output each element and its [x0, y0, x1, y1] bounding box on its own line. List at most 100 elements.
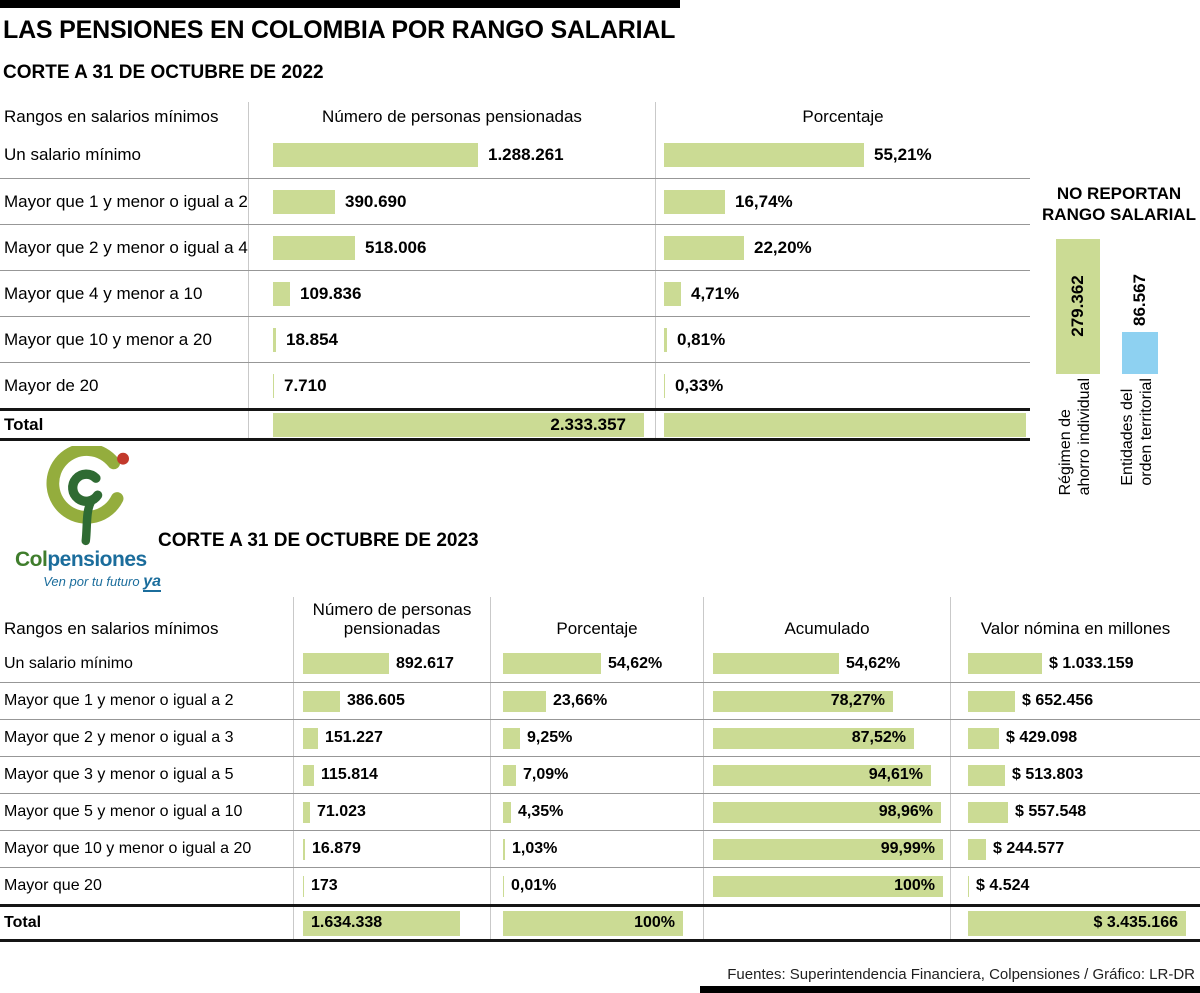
acumulado-bar: 99,99%: [713, 838, 943, 860]
header-porcentaje: Porcentaje: [655, 102, 1030, 132]
row-label: Mayor de 20: [4, 375, 99, 395]
personas-value: 18.854: [286, 329, 338, 349]
acumulado-cell: 100%: [703, 868, 950, 904]
porcentaje-value: 55,21%: [874, 145, 932, 164]
personas-bar: [273, 281, 290, 306]
table-2023: Rangos en salarios mínimos Número de per…: [0, 597, 1200, 942]
acumulado-bar: 87,52%: [713, 727, 914, 749]
acumulado-value: 98,96%: [878, 803, 933, 820]
personas-cell: 390.690: [248, 179, 655, 224]
valor-bar: [968, 838, 986, 860]
page-title: LAS PENSIONES EN COLOMBIA POR RANGO SALA…: [3, 16, 676, 44]
porcentaje-bar: [503, 875, 504, 897]
porcentaje-bar: [664, 327, 667, 352]
acumulado-value: 94,61%: [868, 766, 923, 783]
table-2023-header: Rangos en salarios mínimos Número de per…: [0, 597, 1200, 645]
header-porcentaje: Porcentaje: [490, 597, 703, 645]
row-label: Mayor que 10 y menor o igual a 20: [4, 840, 252, 857]
acumulado-value: 78,27%: [830, 692, 885, 709]
personas-bar: [273, 373, 274, 398]
porcentaje-value: 23,66%: [553, 692, 608, 709]
personas-value: 518.006: [365, 237, 427, 257]
porcentaje-total-value: 100%: [634, 914, 675, 931]
porcentaje-bar: [664, 281, 681, 306]
table-row: Un salario mínimo 892.617 54,62% 54,62% …: [0, 645, 1200, 682]
personas-cell: 18.854: [248, 317, 655, 362]
personas-value: 151.227: [325, 729, 383, 746]
acumulado-cell: 87,52%: [703, 720, 950, 756]
valor-value: $ 652.456: [1022, 692, 1094, 709]
table-2022: Rangos en salarios mínimos Número de per…: [0, 102, 1030, 441]
table-row: Mayor que 2 y menor o igual a 3 151.227 …: [0, 719, 1200, 756]
acumulado-bar: 100%: [713, 875, 943, 897]
porcentaje-cell: 7,09%: [490, 757, 703, 793]
table-row: Mayor de 20 7.710 0,33%: [0, 362, 1030, 408]
porcentaje-total-bar: 100%: [503, 910, 683, 936]
acumulado-cell: 99,99%: [703, 831, 950, 867]
valor-cell: $ 4.524: [950, 868, 1200, 904]
tagline-ya: ya: [143, 573, 161, 592]
brand-col: Col: [15, 548, 48, 571]
header-personas: Número de personas pensionadas: [248, 102, 655, 132]
personas-bar: [303, 838, 305, 860]
acumulado-bar: 78,27%: [713, 690, 893, 712]
brand-wordmark: Colpensiones: [15, 548, 165, 572]
personas-bar: [303, 764, 314, 786]
logo-red-dot: [117, 452, 129, 465]
personas-value: 892.617: [396, 654, 454, 672]
no-reportan-labels: Régimen de ahorro individual Entidades d…: [1040, 378, 1198, 542]
personas-value: 16.879: [312, 840, 361, 857]
personas-cell: 892.617: [293, 645, 490, 682]
no-reportan-panel: NO REPORTAN RANGO SALARIAL 279.362 86.56…: [1040, 183, 1198, 542]
porcentaje-value: 4,35%: [518, 803, 564, 820]
porcentaje-value: 0,81%: [677, 329, 726, 349]
row-label: Mayor que 3 y menor o igual a 5: [4, 766, 234, 783]
table-row: Mayor que 10 y menor o igual a 20 16.879…: [0, 830, 1200, 867]
acumulado-value: 99,99%: [880, 840, 935, 857]
row-label: Mayor que 1 y menor o igual a 2: [4, 191, 248, 211]
acumulado-value: 54,62%: [846, 654, 901, 672]
porcentaje-cell: 4,71%: [655, 271, 1030, 316]
header-rangos: Rangos en salarios mínimos: [4, 107, 219, 126]
regimen-ahorro-label: Régimen de ahorro individual: [1057, 377, 1094, 495]
porcentaje-total-cell: [655, 411, 1030, 438]
entidades-territorial-bar: [1122, 331, 1158, 374]
table-row: Mayor que 10 y menor a 20 18.854 0,81%: [0, 316, 1030, 362]
personas-bar: [273, 189, 335, 214]
table-row: Mayor que 1 y menor o igual a 2 386.605 …: [0, 682, 1200, 719]
header-personas: Número de personas pensionadas: [293, 597, 490, 645]
porcentaje-cell: 16,74%: [655, 179, 1030, 224]
personas-cell: 16.879: [293, 831, 490, 867]
personas-value: 71.023: [317, 803, 366, 820]
porcentaje-bar: [664, 373, 665, 398]
porcentaje-value: 54,62%: [608, 654, 663, 672]
source-credit: Fuentes: Superintendencia Financiera, Co…: [727, 966, 1195, 983]
porcentaje-value: 22,20%: [754, 237, 812, 257]
valor-bar: [968, 764, 1005, 786]
valor-value: $ 1.033.159: [1049, 654, 1134, 672]
valor-cell: $ 652.456: [950, 683, 1200, 719]
header-rangos: Rangos en salarios mínimos: [4, 619, 219, 639]
regimen-ahorro-bar: 279.362: [1056, 238, 1100, 374]
personas-value: 386.605: [347, 692, 405, 709]
porcentaje-value: 16,74%: [735, 191, 793, 211]
personas-total-bar: 1.634.338: [303, 910, 460, 936]
top-accent-bar: [0, 0, 680, 8]
porcentaje-value: 4,71%: [691, 283, 740, 303]
porcentaje-value: 0,01%: [511, 877, 557, 894]
personas-bar: [303, 875, 304, 897]
valor-cell: $ 557.548: [950, 794, 1200, 830]
row-label: Mayor que 2 y menor o igual a 3: [4, 729, 234, 746]
personas-total-cell: 1.634.338: [293, 907, 490, 939]
acumulado-cell: 54,62%: [703, 645, 950, 682]
porcentaje-cell: 54,62%: [490, 645, 703, 682]
table-2022-header: Rangos en salarios mínimos Número de per…: [0, 102, 1030, 132]
table-row: Un salario mínimo 1.288.261 55,21%: [0, 132, 1030, 178]
personas-value: 173: [311, 877, 338, 894]
porcentaje-cell: 0,81%: [655, 317, 1030, 362]
porcentaje-total-cell: 100%: [490, 907, 703, 939]
no-reportan-title: NO REPORTAN RANGO SALARIAL: [1042, 184, 1196, 225]
personas-bar: [303, 727, 318, 749]
personas-cell: 386.605: [293, 683, 490, 719]
header-valor: Valor nómina en millones: [950, 597, 1200, 645]
